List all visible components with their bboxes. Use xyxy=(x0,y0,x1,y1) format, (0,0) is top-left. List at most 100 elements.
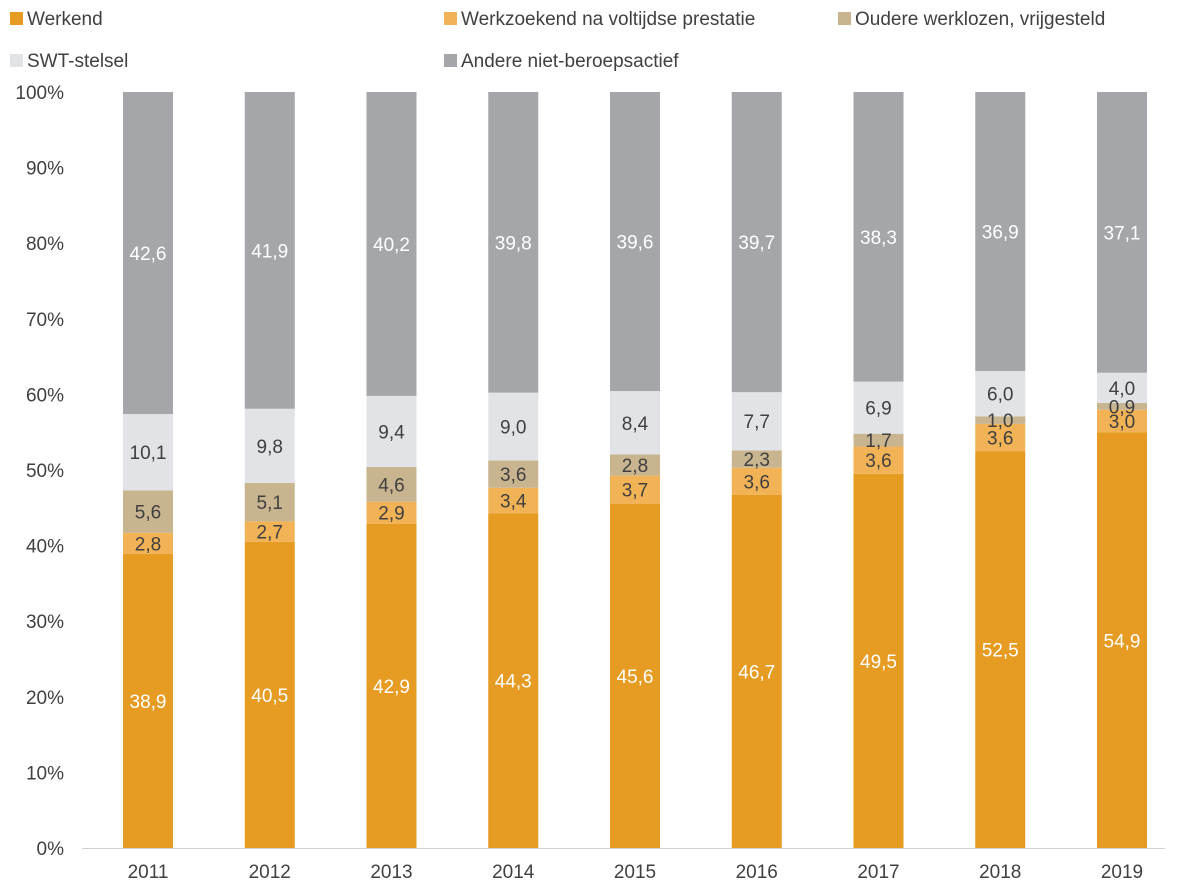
data-label: 39,8 xyxy=(495,233,532,254)
data-label: 37,1 xyxy=(1104,223,1141,244)
bar-segment xyxy=(488,92,539,393)
bar-segment xyxy=(488,460,539,488)
data-label: 6,0 xyxy=(987,385,1013,406)
bar-segment xyxy=(244,408,295,483)
data-label: 5,6 xyxy=(135,503,161,524)
bar-segment xyxy=(123,414,173,491)
legend-label: Werkend xyxy=(27,9,103,30)
data-label: 3,6 xyxy=(865,451,891,472)
data-labels: 38,9 2,8 5,6 10,1 42,6 40,5 2,7 5,1 9,8 41,9 42,9 2… xyxy=(130,222,1141,712)
bar-segment xyxy=(853,473,904,848)
data-label: 1,0 xyxy=(987,411,1013,432)
data-label: 44,3 xyxy=(495,672,532,693)
x-tick-label: 2016 xyxy=(736,862,778,883)
x-tick-label: 2012 xyxy=(249,862,291,883)
bar-segment xyxy=(1097,372,1147,404)
bar-segment xyxy=(244,92,295,409)
legend-swatch xyxy=(838,12,851,25)
legend: Werkend Werkzoekend na voltijdse prestati… xyxy=(10,9,1105,72)
data-label: 3,7 xyxy=(622,481,648,502)
data-label: 9,8 xyxy=(257,437,283,458)
data-label: 4,0 xyxy=(1109,379,1135,400)
data-label: 1,7 xyxy=(865,431,891,452)
y-tick-label: 90% xyxy=(26,159,64,180)
bar-segment xyxy=(610,92,660,392)
bar-segment xyxy=(853,92,904,382)
x-tick-label: 2015 xyxy=(614,862,656,883)
legend-swatch xyxy=(444,54,457,67)
bar-segment xyxy=(244,541,295,848)
data-label: 6,9 xyxy=(865,399,891,420)
bar-segment xyxy=(123,553,173,848)
bar-segment xyxy=(366,466,417,502)
data-label: 2,3 xyxy=(744,450,770,471)
data-label: 40,5 xyxy=(251,686,288,707)
bar-segment xyxy=(731,92,782,393)
legend-swatch xyxy=(10,12,23,25)
bar-segment xyxy=(488,513,539,848)
data-label: 9,4 xyxy=(378,422,405,443)
data-label: 9,0 xyxy=(500,418,526,439)
legend-label: SWT-stelsel xyxy=(27,51,128,72)
data-label: 10,1 xyxy=(130,443,167,464)
legend-label: Werkzoekend na voltijdse prestatie xyxy=(461,9,755,30)
bar-segment xyxy=(1097,409,1147,433)
y-tick-label: 30% xyxy=(26,612,64,633)
bar-segment xyxy=(610,475,660,504)
legend-swatch xyxy=(444,12,457,25)
x-tick-label: 2013 xyxy=(370,862,412,883)
data-label: 2,7 xyxy=(257,523,283,544)
bar-segment xyxy=(610,503,660,848)
bar-segment xyxy=(123,532,173,554)
y-tick-label: 50% xyxy=(26,461,64,482)
data-label: 7,7 xyxy=(744,412,770,433)
bar-segment xyxy=(488,487,539,514)
data-label: 3,6 xyxy=(987,428,1013,449)
data-label: 38,3 xyxy=(860,228,897,249)
bar-segment xyxy=(1097,403,1147,410)
data-label: 42,9 xyxy=(373,677,410,698)
bar-segment xyxy=(366,501,417,524)
x-tick-label: 2019 xyxy=(1101,862,1143,883)
bar-segment xyxy=(731,450,782,468)
bar-segment xyxy=(610,454,660,476)
data-label: 42,6 xyxy=(130,244,167,265)
bar-segment xyxy=(975,451,1026,848)
bar-segment xyxy=(123,92,173,415)
bar-segment xyxy=(853,433,904,447)
data-label: 2,8 xyxy=(135,534,161,555)
legend-swatch xyxy=(10,54,23,67)
bars xyxy=(123,92,1147,848)
data-label: 36,9 xyxy=(982,222,1019,243)
bar-segment xyxy=(244,521,295,542)
x-tick-label: 2018 xyxy=(979,862,1021,883)
data-label: 5,1 xyxy=(257,493,283,514)
y-tick-label: 60% xyxy=(26,385,64,406)
data-label: 2,8 xyxy=(622,456,648,477)
data-label: 49,5 xyxy=(860,652,897,673)
y-tick-label: 20% xyxy=(26,688,64,709)
y-tick-label: 80% xyxy=(26,234,64,255)
data-label: 45,6 xyxy=(617,667,654,688)
bar-segment xyxy=(731,494,782,848)
y-tick-label: 100% xyxy=(15,83,64,104)
bar-segment xyxy=(731,467,782,495)
legend-label: Oudere werklozen, vrijgesteld xyxy=(855,9,1105,30)
data-label: 3,6 xyxy=(744,472,770,493)
data-label: 3,6 xyxy=(500,465,526,486)
y-tick-label: 40% xyxy=(26,537,64,558)
bar-segment xyxy=(1097,432,1147,848)
bar-segment xyxy=(853,446,904,474)
data-label: 40,2 xyxy=(373,235,410,256)
data-label: 0,9 xyxy=(1109,397,1135,418)
x-tick-label: 2014 xyxy=(492,862,535,883)
legend-label: Andere niet-beroepsactief xyxy=(461,51,679,72)
data-label: 41,9 xyxy=(251,241,288,262)
bar-segment xyxy=(975,416,1026,424)
bar-segment xyxy=(366,92,417,396)
data-label: 54,9 xyxy=(1104,631,1141,652)
bar-segment xyxy=(123,490,173,533)
bar-segment xyxy=(731,392,782,451)
x-tick-label: 2011 xyxy=(128,862,169,883)
